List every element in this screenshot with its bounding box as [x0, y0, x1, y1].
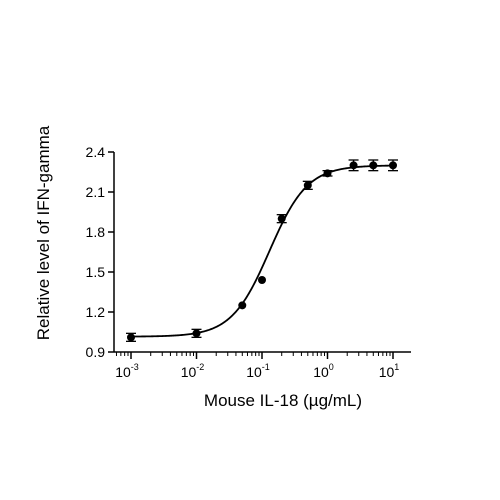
x-tick-base: 10: [313, 364, 329, 380]
x-tick-base: 10: [379, 364, 395, 380]
data-marker: [277, 214, 286, 223]
x-tick-label: 100: [313, 362, 334, 380]
data-marker: [258, 276, 266, 284]
x-tick-exponent: 1: [394, 362, 399, 372]
x-tick-label: 10-2: [181, 362, 205, 380]
data-marker: [323, 169, 332, 178]
data-point: [258, 276, 266, 284]
data-marker: [238, 301, 247, 310]
fit-curve: [130, 164, 394, 338]
y-tick-label: 1.2: [86, 304, 106, 320]
x-tick-label: 10-3: [115, 362, 139, 380]
data-marker: [192, 329, 201, 338]
data-point: [388, 159, 398, 172]
data-marker: [349, 161, 358, 170]
x-tick-label: 101: [379, 362, 400, 380]
data-points-layer: [126, 159, 398, 342]
data-point: [348, 159, 359, 172]
fit-curve-layer: [130, 164, 394, 338]
data-point: [238, 301, 247, 310]
x-tick-base: 10: [115, 364, 131, 380]
x-tick-exponent: -2: [196, 362, 204, 372]
x-tick-exponent: 0: [329, 362, 334, 372]
x-tick-exponent: -3: [131, 362, 139, 372]
y-tick-label: 2.4: [86, 144, 106, 160]
y-tick-label: 1.5: [86, 264, 106, 280]
data-point: [368, 159, 379, 172]
data-marker: [303, 181, 312, 190]
x-tick-base: 10: [246, 364, 262, 380]
y-tick-label: 2.1: [86, 184, 106, 200]
data-point: [302, 180, 313, 190]
y-tick-label: 1.8: [86, 224, 106, 240]
data-marker: [369, 161, 378, 170]
x-tick-label: 10-1: [246, 362, 270, 380]
data-marker: [389, 161, 397, 170]
x-tick-base: 10: [181, 364, 197, 380]
axes: 0.91.21.51.82.12.410-3 10-2 10-1 100 101: [86, 144, 411, 380]
data-point: [276, 214, 287, 224]
y-tick-label: 0.9: [86, 344, 106, 360]
data-point: [322, 169, 333, 178]
data-point: [191, 328, 202, 338]
x-tick-exponent: -1: [262, 362, 270, 372]
x-axis-label: Mouse IL-18 (µg/mL): [204, 391, 362, 410]
y-axis-label: Relative level of IFN-gamma: [34, 125, 53, 340]
data-point: [126, 332, 136, 342]
data-marker: [127, 333, 135, 342]
